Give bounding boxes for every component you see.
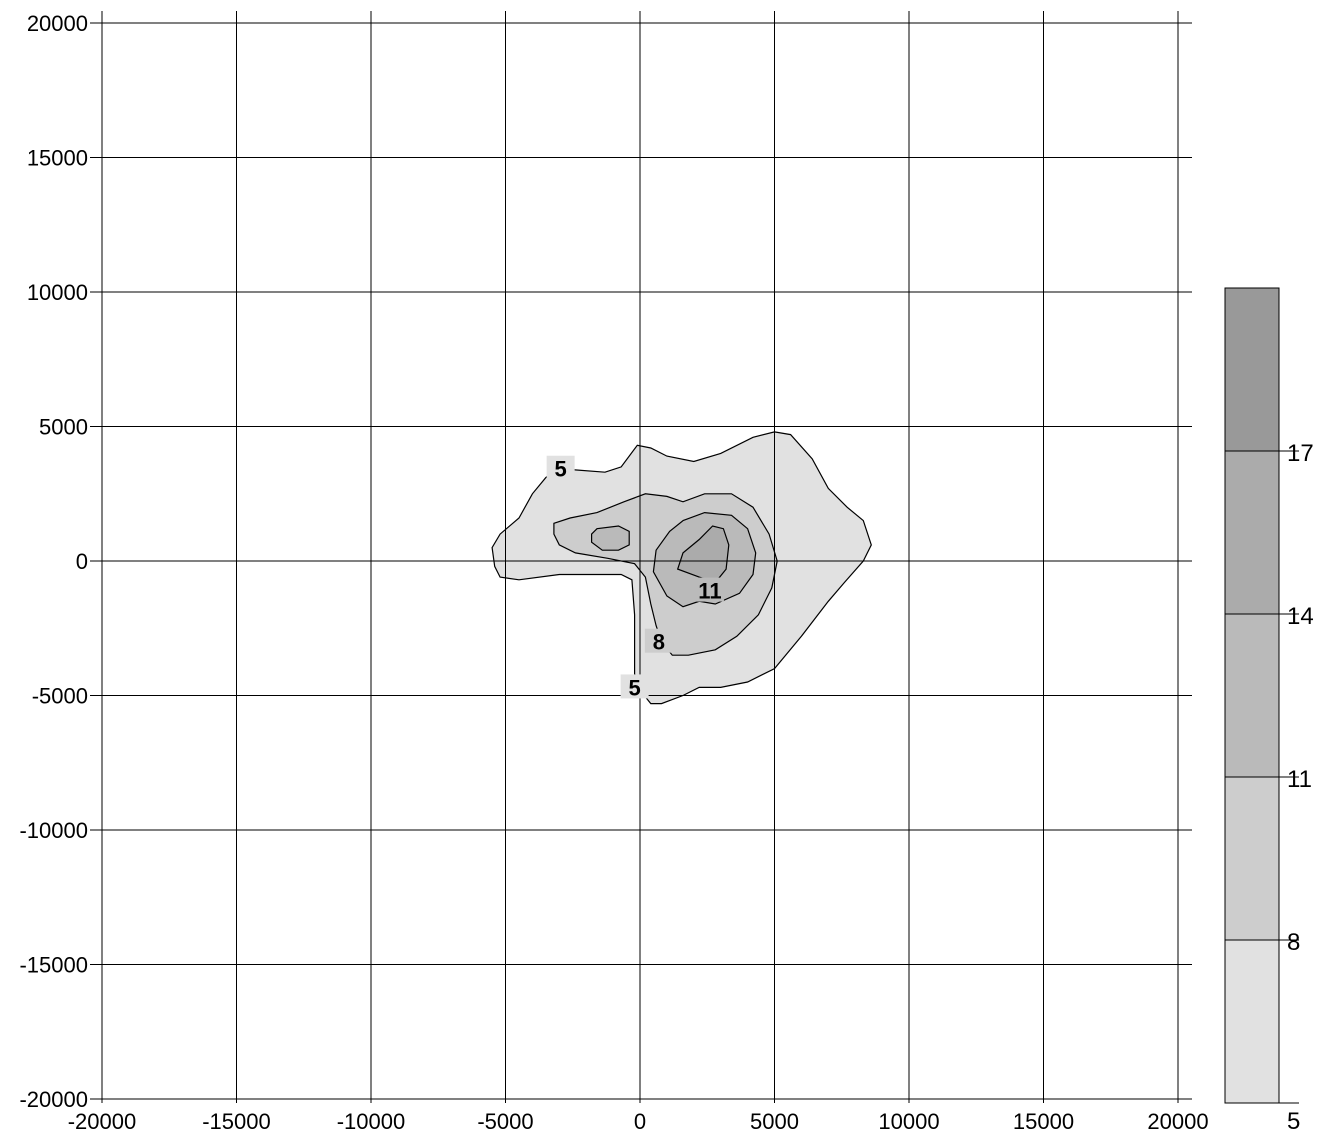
legend-label: 14 bbox=[1287, 603, 1314, 630]
contour-fills bbox=[492, 431, 872, 704]
legend-label: 17 bbox=[1287, 440, 1314, 467]
grid-lines bbox=[90, 11, 1192, 1103]
x-tick-label: -10000 bbox=[337, 1109, 406, 1134]
x-tick-label: -5000 bbox=[477, 1109, 533, 1134]
y-tick-label: 5000 bbox=[39, 415, 88, 440]
legend-band-5 bbox=[1225, 940, 1279, 1103]
x-tick-label: 10000 bbox=[878, 1109, 939, 1134]
legend-frame bbox=[1224, 287, 1280, 1104]
y-tick-label: -10000 bbox=[19, 818, 88, 843]
x-tick-label: -20000 bbox=[68, 1109, 137, 1134]
color-scale-legend: 5 8 11 14 17 bbox=[1224, 287, 1314, 1135]
y-tick-label: 10000 bbox=[27, 280, 88, 305]
axes: -20000 -15000 -10000 -5000 0 5000 10000 15000 20… bbox=[19, 11, 1208, 1134]
contour-label-5: 5 bbox=[555, 457, 567, 482]
legend-label: 8 bbox=[1287, 929, 1300, 956]
x-tick-label: 15000 bbox=[1013, 1109, 1074, 1134]
x-tick-label: 5000 bbox=[750, 1109, 799, 1134]
legend-band-8 bbox=[1225, 777, 1279, 940]
contour-label-bg bbox=[620, 674, 649, 699]
contour-fill-14 bbox=[677, 526, 729, 583]
contour-label-5: 5 bbox=[628, 675, 640, 700]
legend-band-17 bbox=[1225, 288, 1279, 451]
y-tick-label: -5000 bbox=[32, 684, 88, 709]
contour-line-8 bbox=[553, 493, 778, 656]
contour-line-11 bbox=[591, 525, 630, 551]
y-tick-label: -20000 bbox=[19, 1087, 88, 1112]
legend-label: 5 bbox=[1287, 1108, 1300, 1135]
x-tick-label: 0 bbox=[634, 1109, 646, 1134]
y-tick-label: 15000 bbox=[27, 146, 88, 171]
contour-label-8: 8 bbox=[653, 630, 665, 655]
x-tick-label: 20000 bbox=[1147, 1109, 1208, 1134]
legend-band-11 bbox=[1225, 614, 1279, 777]
y-tick-label: 20000 bbox=[27, 11, 88, 36]
x-tick-label: -15000 bbox=[202, 1109, 271, 1134]
contour-label-11: 11 bbox=[698, 579, 721, 604]
y-tick-label: 0 bbox=[76, 549, 88, 574]
legend-label: 11 bbox=[1287, 766, 1312, 793]
contour-line-11 bbox=[652, 511, 757, 608]
contour-label-bg bbox=[695, 577, 724, 602]
contour-fill-11 bbox=[591, 526, 630, 551]
contour-label-bg bbox=[644, 628, 673, 653]
y-tick-label: -15000 bbox=[19, 953, 88, 978]
legend-band-14 bbox=[1225, 451, 1279, 614]
contour-label-bg bbox=[546, 455, 575, 480]
